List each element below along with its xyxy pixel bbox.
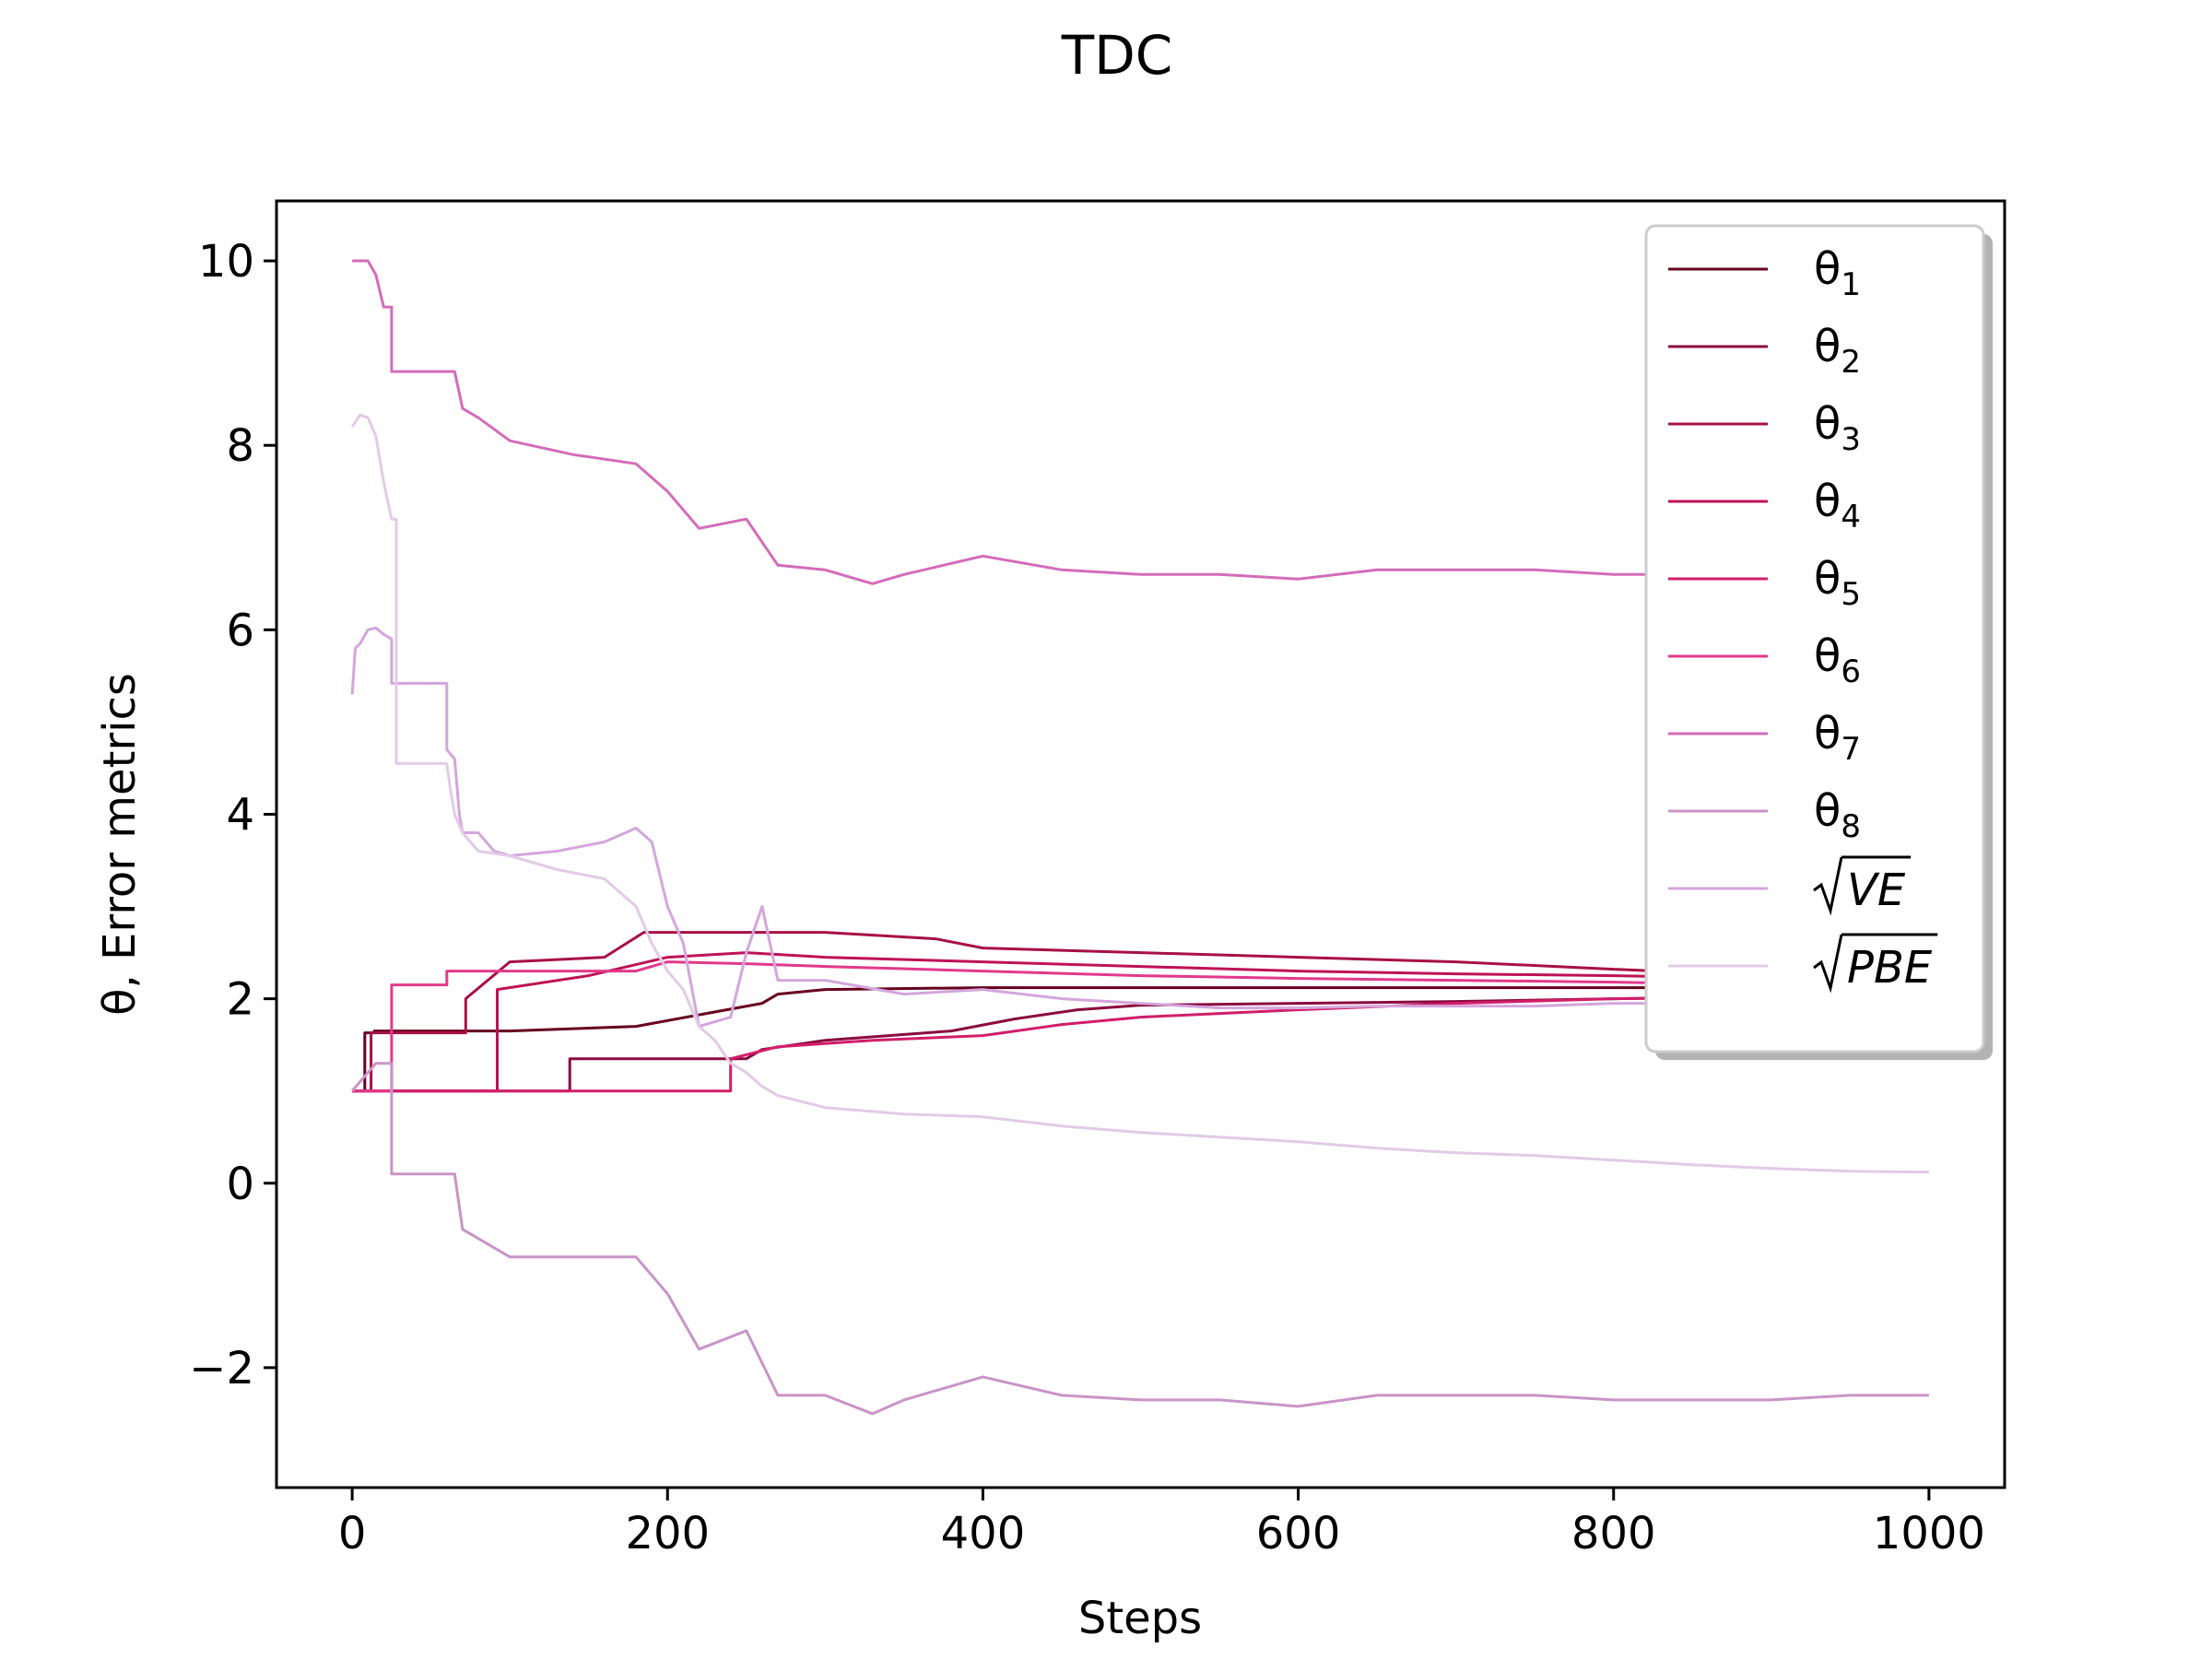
plot-area bbox=[275, 199, 2006, 1489]
series-line-3 bbox=[352, 931, 1929, 1093]
series-line-10 bbox=[350, 413, 1929, 1174]
legend-item: PBE bbox=[1668, 933, 1938, 994]
y-tick-label: 2 bbox=[226, 974, 254, 1026]
y-tick-label: 10 bbox=[198, 236, 254, 288]
y-tick-label: 4 bbox=[226, 789, 254, 841]
legend-box bbox=[1644, 224, 1985, 1053]
legend-label: θ3 bbox=[1814, 398, 1861, 458]
x-axis-label: Steps bbox=[1078, 1593, 1202, 1644]
series-group bbox=[350, 259, 1929, 1416]
legend-item: VE bbox=[1668, 855, 1912, 916]
x-axis: 0 200 400 600 800 1000 bbox=[338, 1488, 1985, 1559]
legend-label: θ6 bbox=[1814, 630, 1861, 690]
x-tick-label: 1000 bbox=[1873, 1508, 1985, 1559]
legend-item: θ3 bbox=[1668, 398, 1861, 458]
series-line-5 bbox=[352, 993, 1929, 1093]
legend-item: θ5 bbox=[1668, 553, 1861, 613]
series-line-9 bbox=[350, 626, 1929, 1029]
y-tick-label: 6 bbox=[226, 605, 254, 656]
legend-item: θ6 bbox=[1668, 630, 1861, 690]
x-tick-label: 600 bbox=[1256, 1508, 1341, 1559]
legend-item: θ8 bbox=[1668, 785, 1861, 845]
y-tick-label: −2 bbox=[189, 1343, 254, 1394]
y-tick-label: 0 bbox=[226, 1159, 254, 1210]
legend-item: θ4 bbox=[1668, 476, 1861, 535]
sqrt-symbol bbox=[1813, 856, 1843, 916]
x-tick-label: 0 bbox=[338, 1508, 367, 1559]
x-tick-label: 200 bbox=[625, 1508, 710, 1559]
chart-title: TDC bbox=[1061, 24, 1173, 87]
y-axis-label: θ, Error metrics bbox=[94, 673, 146, 1016]
legend-item: θ1 bbox=[1668, 243, 1861, 303]
y-tick-label: 8 bbox=[226, 420, 254, 472]
series-line-4 bbox=[352, 951, 1929, 1093]
x-tick-label: 800 bbox=[1571, 1508, 1656, 1559]
legend-label: PBE bbox=[1847, 942, 1933, 994]
legend-label: VE bbox=[1847, 865, 1906, 916]
legend-label: θ8 bbox=[1814, 785, 1861, 845]
series-line-7 bbox=[352, 259, 1929, 585]
series-line-8 bbox=[350, 1062, 1929, 1416]
y-axis: −2 0 2 4 6 8 10 bbox=[189, 236, 276, 1394]
legend-label: θ5 bbox=[1814, 553, 1861, 613]
x-tick-label: 400 bbox=[941, 1508, 1026, 1559]
sqrt-symbol bbox=[1813, 934, 1843, 994]
series-line-6 bbox=[352, 960, 1929, 1093]
